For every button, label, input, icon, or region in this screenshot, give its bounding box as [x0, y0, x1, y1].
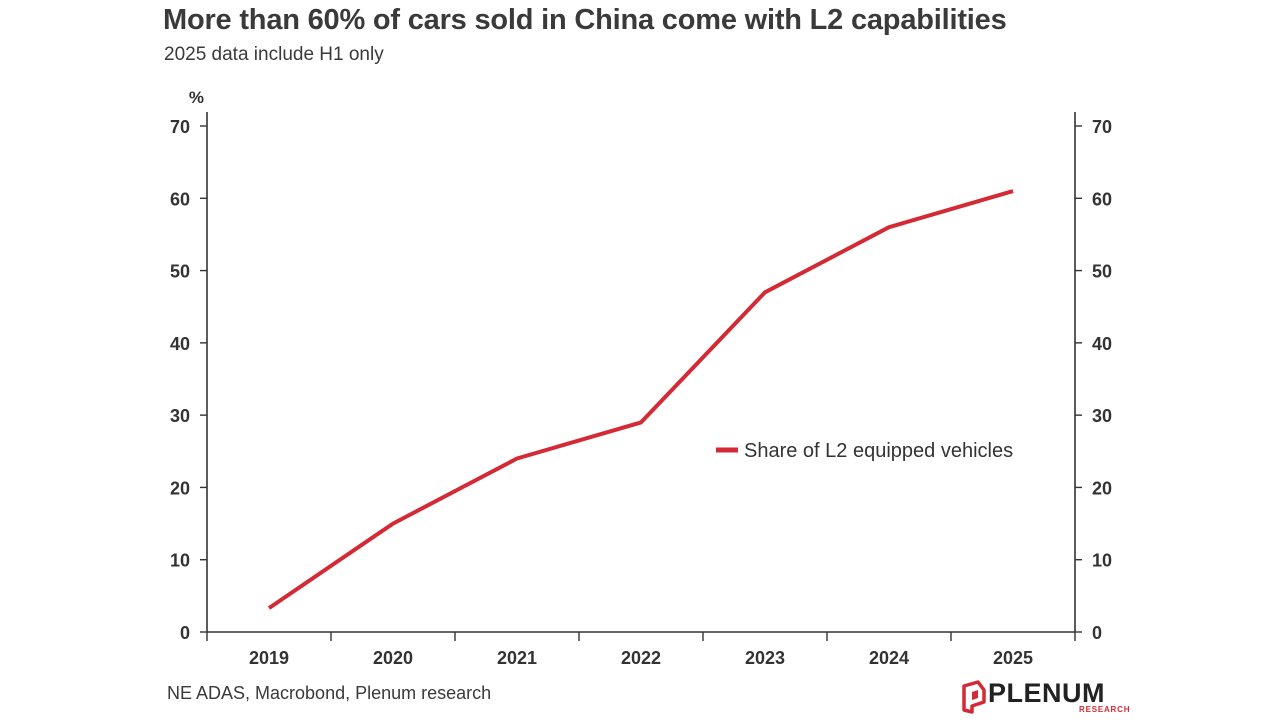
chart-legend: Share of L2 equipped vehicles	[716, 440, 1013, 462]
chart-subtitle: 2025 data include H1 only	[164, 44, 384, 65]
y-tick-label-right: 20	[1092, 478, 1112, 498]
y-tick-label-left: 40	[170, 334, 190, 354]
y-tick-label-left: 0	[180, 623, 190, 643]
y-tick-label-right: 30	[1092, 406, 1112, 426]
plenum-logo: PLENUM RESEARCH	[960, 678, 1130, 718]
y-tick-label-right: 10	[1092, 551, 1112, 571]
x-tick-label: 2024	[869, 648, 909, 668]
x-tick-label: 2021	[497, 648, 537, 668]
x-tick-label: 2023	[745, 648, 785, 668]
x-tick-label: 2022	[621, 648, 661, 668]
y-tick-label-right: 70	[1092, 117, 1112, 137]
x-tick-label: 2025	[993, 648, 1033, 668]
source-note: NE ADAS, Macrobond, Plenum research	[167, 683, 492, 703]
plenum-logo-icon	[962, 680, 986, 714]
legend-label: Share of L2 equipped vehicles	[744, 440, 1013, 462]
x-tick-label: 2019	[249, 648, 289, 668]
y-tick-label-left: 70	[170, 117, 190, 137]
y-tick-label-left: 10	[170, 551, 190, 571]
logo-subtext: RESEARCH	[1079, 705, 1131, 714]
y-tick-label-right: 60	[1092, 189, 1112, 209]
series-line	[267, 189, 1014, 610]
chart-series	[267, 189, 1014, 610]
y-tick-label-right: 0	[1092, 623, 1102, 643]
y-tick-label-left: 60	[170, 189, 190, 209]
x-tick-label: 2020	[373, 648, 413, 668]
chart-axes	[206, 112, 1076, 633]
y-tick-label-left: 20	[170, 478, 190, 498]
logo-wordmark: PLENUM	[988, 678, 1105, 708]
chart-title: More than 60% of cars sold in China come…	[163, 4, 1007, 36]
y-tick-label-right: 40	[1092, 334, 1112, 354]
y-axis-unit-label: %	[189, 88, 204, 107]
y-tick-label-right: 50	[1092, 262, 1112, 282]
y-tick-label-left: 30	[170, 406, 190, 426]
y-tick-label-left: 50	[170, 262, 190, 282]
